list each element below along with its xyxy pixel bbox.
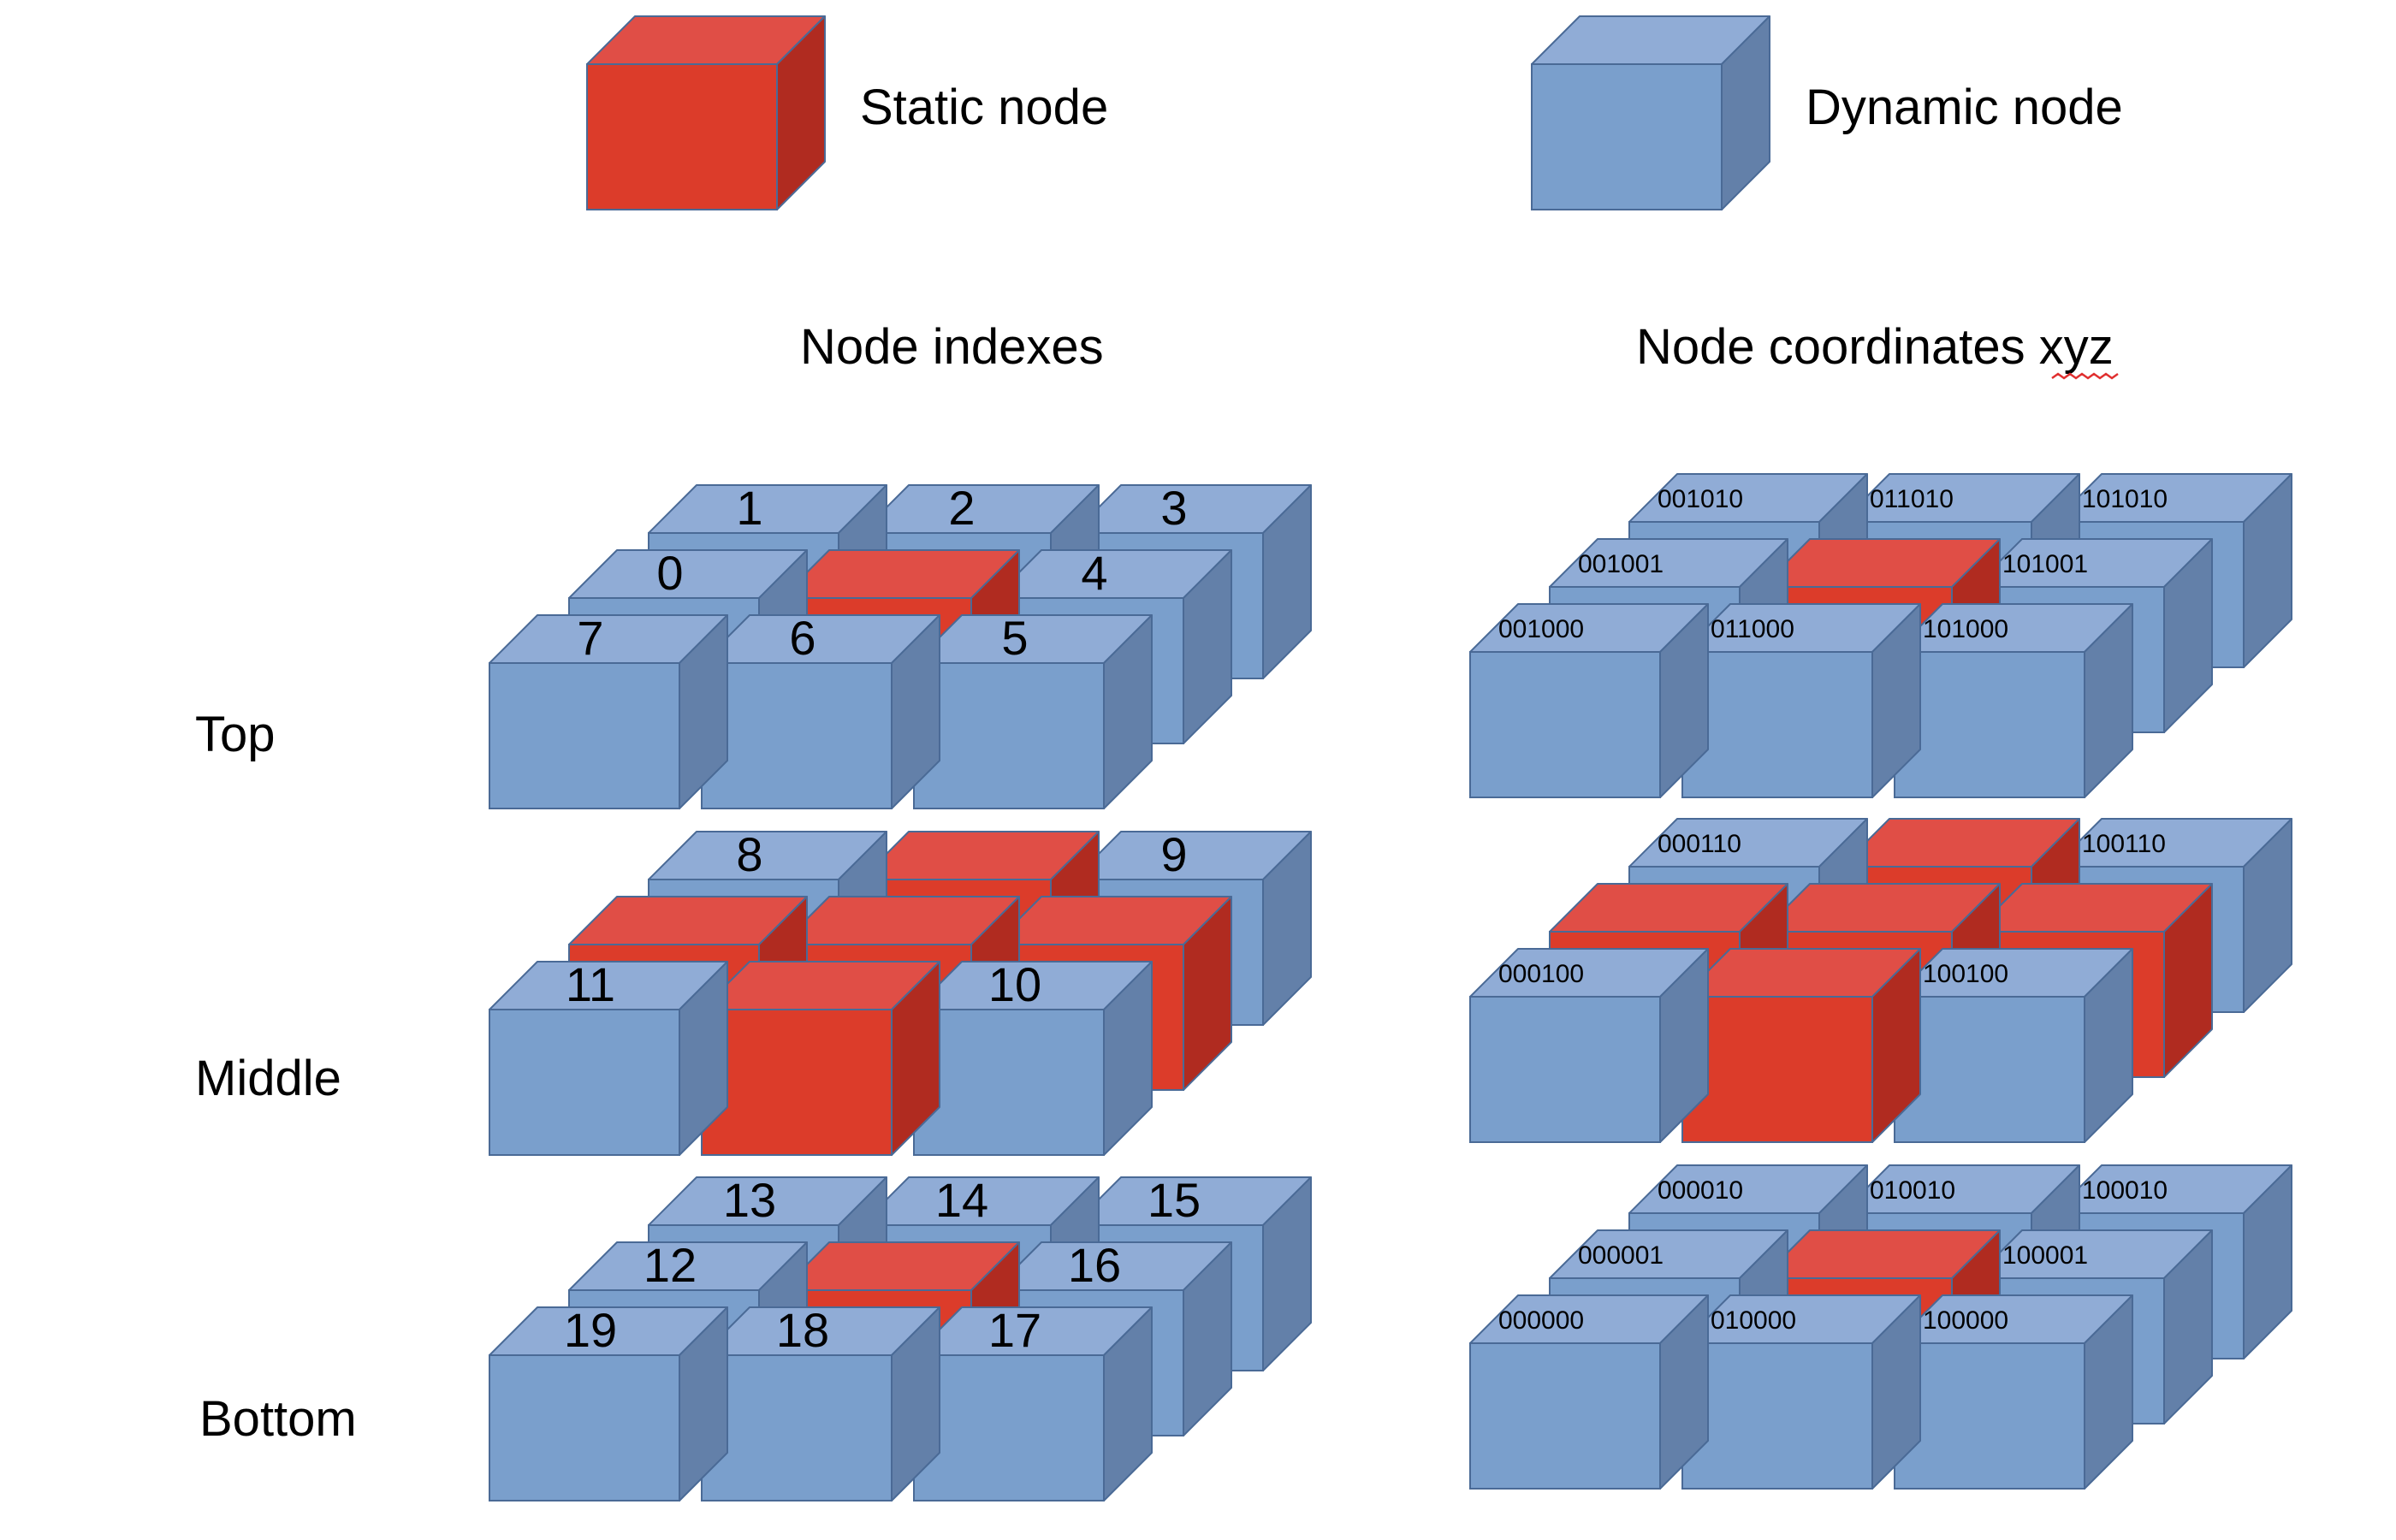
node-coordinate-label: 000110 [1658,830,1741,858]
node-coordinate-label: 001010 [1658,485,1743,513]
coord-cube-l2-r2-c2 [1894,1294,2133,1490]
header-node-indexes: Node indexes [800,319,1104,375]
coord-cube-l0-r2-c0 [1469,603,1709,798]
node-index-label: 1 [736,481,762,535]
node-coordinate-label: 101001 [2002,550,2088,578]
node-coordinate-label: 000001 [1578,1241,1664,1270]
node-index-label: 15 [1148,1173,1201,1227]
coord-cube-l2-r2-c1 [1681,1294,1921,1490]
legend-static-label: Static node [860,80,1108,135]
node-coordinate-label: 100010 [2082,1176,2168,1205]
node-coordinate-grid: 001010 011010 101010 001001 101001 001000 0110… [1469,473,2292,1490]
legend-static-cube [586,15,826,210]
node-coordinate-label: 000100 [1498,960,1584,988]
static-cube-swatch [586,15,826,210]
layer-label-top: Top [195,707,276,762]
node-coordinate-label: 100110 [2082,830,2166,858]
node-coordinate-label: 101000 [1923,615,2008,643]
node-coordinate-label: 010000 [1711,1306,1796,1335]
index-cube-l1-r2-c2 [913,961,1153,1156]
coord-cube-l2-r2-c0 [1469,1294,1709,1490]
node-index-label: 10 [988,957,1041,1011]
node-index-label: 19 [564,1303,617,1357]
spellcheck-underline [2051,372,2119,380]
node-coordinate-label: 100100 [1923,960,2008,988]
node-coordinate-label: 101010 [2082,485,2168,513]
node-index-label: 2 [948,481,975,535]
node-coordinate-label: 001000 [1498,615,1584,643]
node-index-label: 16 [1068,1238,1121,1292]
node-coordinate-label: 001001 [1578,550,1664,578]
index-cube-l0-r2-c0 [489,614,728,809]
layer-label-middle: Middle [195,1051,341,1106]
index-cube-l0-r2-c1 [701,614,940,809]
layer-label-bottom: Bottom [199,1391,357,1447]
node-coordinate-label: 100001 [2002,1241,2088,1270]
header-node-coordinates: Node coordinates xyz [1636,319,2114,375]
node-index-label: 13 [723,1173,776,1227]
node-index-label: 11 [566,957,615,1011]
legend-dynamic-cube [1531,15,1770,210]
node-index-label: 4 [1081,546,1107,600]
index-cube-l1-r2-c1 [701,961,940,1156]
coord-cube-l1-r2-c1 [1681,948,1921,1143]
coord-cube-l1-r2-c0 [1469,948,1709,1143]
node-index-label: 3 [1160,481,1187,535]
node-coordinate-label: 011000 [1711,615,1794,643]
dynamic-cube-swatch [1531,15,1770,210]
index-cube-l2-r2-c0 [489,1306,728,1502]
node-coordinate-label: 000010 [1658,1176,1743,1205]
node-index-label: 6 [789,611,815,665]
node-index-label: 14 [935,1173,988,1227]
index-cube-l0-r2-c2 [913,614,1153,809]
node-index-label: 9 [1160,827,1187,881]
index-cube-l2-r2-c2 [913,1306,1153,1502]
node-coordinate-label: 011010 [1870,485,1954,513]
node-index-label: 7 [577,611,603,665]
index-cube-l1-r2-c0 [489,961,728,1156]
node-coordinate-label: 000000 [1498,1306,1584,1335]
node-index-label: 5 [1001,611,1028,665]
node-index-label: 17 [988,1303,1041,1357]
node-coordinate-label: 100000 [1923,1306,2008,1335]
coord-cube-l0-r2-c2 [1894,603,2133,798]
node-index-label: 8 [736,827,762,881]
node-index-label: 0 [656,546,683,600]
node-index-label: 18 [776,1303,829,1357]
node-coordinate-label: 010010 [1870,1176,1955,1205]
index-cube-l2-r2-c1 [701,1306,940,1502]
coord-cube-l0-r2-c1 [1681,603,1921,798]
legend: Static node Dynamic node [586,15,2123,210]
legend-dynamic-label: Dynamic node [1806,80,2123,135]
coord-cube-l1-r2-c2 [1894,948,2133,1143]
node-index-label: 12 [643,1238,697,1292]
